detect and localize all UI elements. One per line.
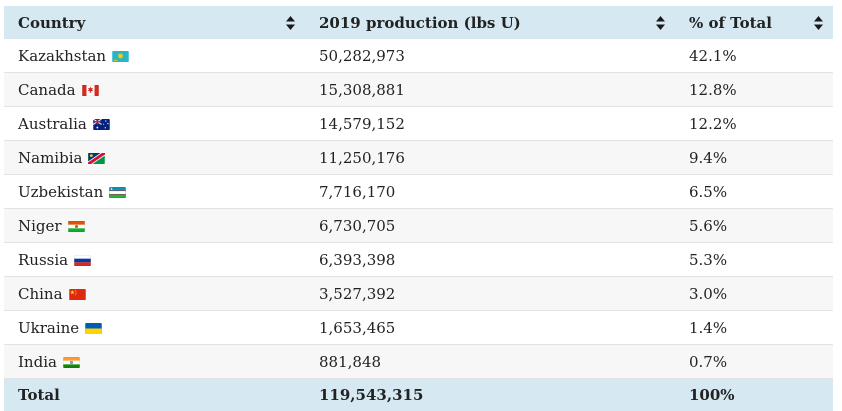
country-cell: India (4, 345, 305, 379)
country-label: Niger (18, 217, 62, 235)
column-header-country-label: Country (18, 14, 85, 32)
namibia-flag-icon (88, 153, 105, 164)
header-row: Country 2019 production (lbs U) % of Tot… (4, 6, 833, 39)
country-label: Namibia (18, 149, 82, 167)
production-cell: 3,527,392 (305, 277, 675, 311)
percent-cell: 1.4% (675, 311, 833, 345)
column-header-country[interactable]: Country (4, 6, 305, 39)
percent-cell: 12.8% (675, 73, 833, 107)
country-label: Ukraine (18, 319, 79, 337)
country-cell: Niger (4, 209, 305, 243)
percent-cell: 3.0% (675, 277, 833, 311)
percent-cell: 5.3% (675, 243, 833, 277)
niger-flag-icon (68, 221, 85, 232)
country-cell: Namibia (4, 141, 305, 175)
country-label: India (18, 353, 57, 371)
sort-icon[interactable] (656, 16, 665, 30)
country-cell: China (4, 277, 305, 311)
country-cell: Canada (4, 73, 305, 107)
production-table-container: Country 2019 production (lbs U) % of Tot… (4, 6, 833, 411)
total-label-cell: Total (4, 379, 305, 411)
production-cell: 6,393,398 (305, 243, 675, 277)
production-cell: 14,579,152 (305, 107, 675, 141)
uranium-production-table: Country 2019 production (lbs U) % of Tot… (4, 6, 833, 411)
table-footer: Total 119,543,315 100% (4, 379, 833, 411)
country-label: Kazakhstan (18, 47, 106, 65)
country-label: Russia (18, 251, 68, 269)
column-header-production[interactable]: 2019 production (lbs U) (305, 6, 675, 39)
column-header-production-label: 2019 production (lbs U) (319, 14, 521, 32)
country-cell: Kazakhstan (4, 39, 305, 73)
ukraine-flag-icon (85, 323, 102, 334)
production-cell: 50,282,973 (305, 39, 675, 73)
russia-flag-icon (74, 255, 91, 266)
country-label: Canada (18, 81, 76, 99)
column-header-percent-label: % of Total (689, 14, 772, 32)
total-percent-cell: 100% (675, 379, 833, 411)
total-row: Total 119,543,315 100% (4, 379, 833, 411)
percent-cell: 5.6% (675, 209, 833, 243)
column-header-percent[interactable]: % of Total (675, 6, 833, 39)
production-cell: 881,848 (305, 345, 675, 379)
total-production-cell: 119,543,315 (305, 379, 675, 411)
sort-icon[interactable] (814, 16, 823, 30)
country-label: China (18, 285, 63, 303)
australia-flag-icon (93, 119, 110, 130)
country-cell: Uzbekistan (4, 175, 305, 209)
percent-cell: 9.4% (675, 141, 833, 175)
table-header: Country 2019 production (lbs U) % of Tot… (4, 6, 833, 39)
production-cell: 11,250,176 (305, 141, 675, 175)
percent-cell: 0.7% (675, 345, 833, 379)
percent-cell: 42.1% (675, 39, 833, 73)
uzbekistan-flag-icon (109, 187, 126, 198)
percent-cell: 12.2% (675, 107, 833, 141)
production-cell: 15,308,881 (305, 73, 675, 107)
country-cell: Ukraine (4, 311, 305, 345)
country-label: Australia (18, 115, 87, 133)
india-flag-icon (63, 357, 80, 368)
production-cell: 1,653,465 (305, 311, 675, 345)
sort-icon[interactable] (286, 16, 295, 30)
country-cell: Australia (4, 107, 305, 141)
country-label: Uzbekistan (18, 183, 103, 201)
percent-cell: 6.5% (675, 175, 833, 209)
kazakhstan-flag-icon (112, 51, 129, 62)
production-cell: 7,716,170 (305, 175, 675, 209)
production-cell: 6,730,705 (305, 209, 675, 243)
canada-flag-icon (82, 85, 99, 96)
china-flag-icon (69, 289, 86, 300)
country-cell: Russia (4, 243, 305, 277)
